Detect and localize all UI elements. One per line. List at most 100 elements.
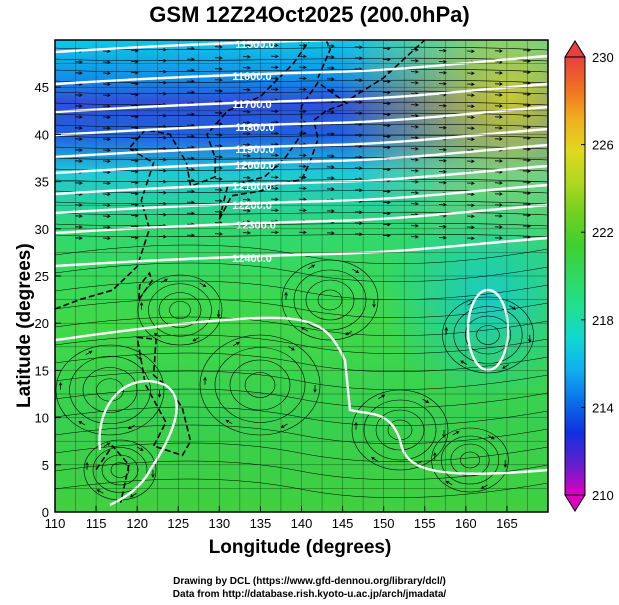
wind-arrow xyxy=(74,60,83,64)
wind-arrow xyxy=(410,147,419,151)
wind-arrow xyxy=(74,115,83,119)
wind-arrow xyxy=(214,56,223,60)
wind-arrow xyxy=(326,176,335,180)
streamline xyxy=(55,298,548,318)
wind-arrow xyxy=(326,132,335,136)
wind-arrow xyxy=(382,233,391,238)
wind-arrow xyxy=(186,90,195,95)
colorbar-scale xyxy=(564,56,586,496)
x-tick-label: 145 xyxy=(332,516,354,531)
wind-arrow xyxy=(494,225,503,229)
wind-arrow xyxy=(102,104,111,108)
wind-arrow xyxy=(186,178,195,183)
streamline xyxy=(55,316,548,336)
wind-arrow xyxy=(129,493,137,498)
height-contour-label: 11800.0 xyxy=(235,122,274,134)
wind-arrow xyxy=(270,142,279,147)
wind-arrow xyxy=(74,225,83,229)
wind-arrow xyxy=(158,47,167,52)
colorbar-max-arrow xyxy=(564,40,586,58)
wind-arrow xyxy=(74,236,83,240)
wind-arrow xyxy=(466,225,475,229)
height-contour xyxy=(98,379,178,507)
wind-arrow xyxy=(298,208,307,213)
wind-arrow xyxy=(438,71,447,75)
height-contour xyxy=(55,183,548,215)
x-tick-label: 110 xyxy=(45,516,66,531)
streamline xyxy=(55,406,548,426)
wind-arrow xyxy=(352,268,360,274)
wind-arrow xyxy=(270,109,279,114)
wind-arrow xyxy=(74,159,83,163)
wind-arrow xyxy=(354,210,363,214)
streamline xyxy=(55,424,548,444)
streamline xyxy=(229,359,291,411)
wind-arrow xyxy=(522,235,531,239)
wind-arrow xyxy=(410,224,419,228)
height-contour-label: 12000.0 xyxy=(235,160,275,172)
wind-arrow xyxy=(186,57,195,62)
wind-arrow xyxy=(186,46,195,51)
streamline xyxy=(55,280,548,300)
coastline xyxy=(137,271,153,303)
wind-arrow xyxy=(130,191,139,196)
streamline xyxy=(92,447,148,493)
height-contour xyxy=(55,203,548,235)
wind-arrow xyxy=(270,87,279,92)
wind-arrow xyxy=(96,489,104,494)
wind-arrow xyxy=(522,136,531,140)
wind-arrow xyxy=(438,159,447,163)
wind-arrow xyxy=(270,65,279,70)
wind-arrow xyxy=(199,282,207,287)
wind-arrow xyxy=(242,198,251,202)
y-tick-label: 15 xyxy=(35,363,49,378)
streamline xyxy=(55,478,548,498)
wind-arrow xyxy=(242,55,251,59)
wind-arrow xyxy=(494,104,503,108)
wind-arrow xyxy=(494,214,503,218)
wind-arrow xyxy=(326,209,335,213)
height-contour-label: 11500.0 xyxy=(235,39,274,51)
wind-arrow xyxy=(466,115,475,119)
streamline xyxy=(55,442,548,462)
wind-arrow xyxy=(186,123,195,128)
wind-arrow xyxy=(466,71,475,75)
wind-arrow xyxy=(270,175,279,180)
wind-arrow xyxy=(372,300,376,308)
credit-dcl: Drawing by DCL (https://www.gfd-dennou.o… xyxy=(173,576,446,587)
wind-arrow xyxy=(102,225,111,229)
wind-arrow xyxy=(102,214,111,218)
wind-arrow xyxy=(522,59,531,63)
wind-arrow xyxy=(410,103,419,107)
wind-arrow xyxy=(103,442,111,447)
wind-arrow xyxy=(136,446,144,451)
wind-arrow xyxy=(433,451,437,460)
wind-arrow xyxy=(410,48,419,52)
streamline xyxy=(464,315,512,355)
wind-arrow xyxy=(160,278,168,283)
wind-arrow xyxy=(158,113,167,118)
wind-arrow xyxy=(214,133,223,137)
wind-arrow xyxy=(74,148,83,152)
wind-arrow xyxy=(214,188,223,192)
wind-arrow xyxy=(466,49,475,53)
wind-arrow xyxy=(298,76,307,81)
wind-arrow xyxy=(494,115,503,119)
colorbar-min-arrow xyxy=(564,494,586,512)
wind-arrow xyxy=(102,170,111,174)
wind-arrow xyxy=(466,126,475,130)
wind-arrow xyxy=(410,191,419,195)
streamline xyxy=(55,344,165,436)
wind-arrow xyxy=(214,89,223,93)
wind-arrow xyxy=(130,48,139,53)
wind-arrow xyxy=(186,145,195,150)
wind-arrow xyxy=(214,111,223,115)
wind-arrow xyxy=(466,181,475,185)
wind-arrow xyxy=(298,230,307,235)
wind-arrow xyxy=(102,126,111,130)
wind-arrow xyxy=(354,232,363,236)
wind-arrow xyxy=(326,55,335,59)
wind-arrow xyxy=(438,49,447,53)
wind-arrow xyxy=(102,60,111,64)
